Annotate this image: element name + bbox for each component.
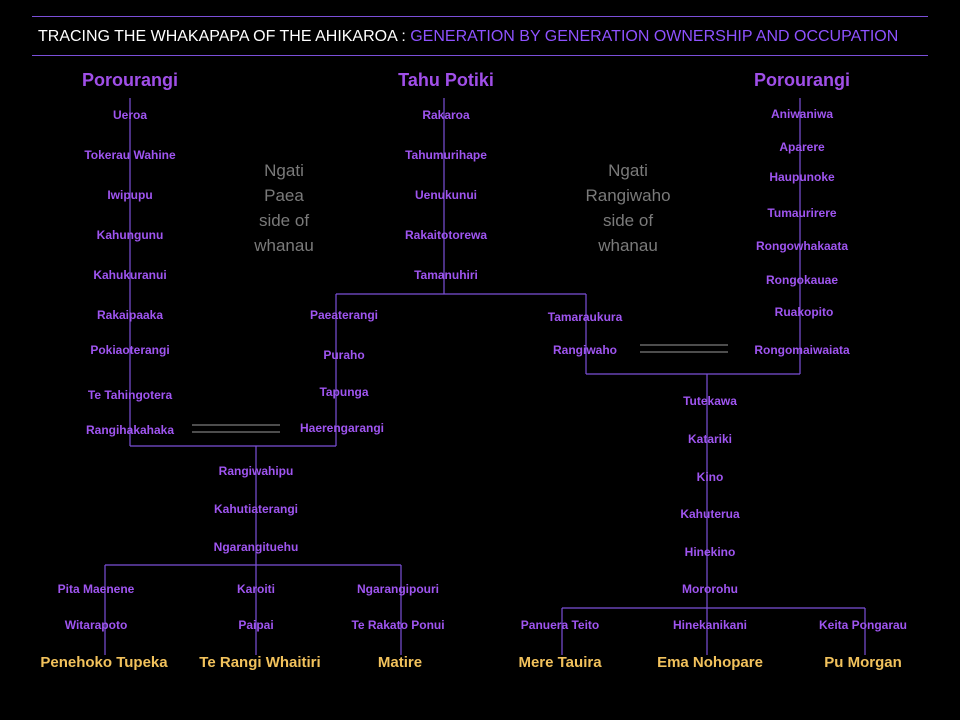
name-ngarangituehu: Ngarangituehu: [213, 540, 299, 554]
root-tahu-potiki: Tahu Potiki: [398, 70, 494, 90]
title-main: TRACING THE WHAKAPAPA OF THE AHIKAROA :: [38, 28, 411, 45]
name-rongowhakaata: Rongowhakaata: [755, 239, 849, 253]
name-tahumurihape: Tahumurihape: [405, 148, 487, 162]
descendant-pu-morgan: Pu Morgan: [824, 654, 902, 671]
root-porourangi-left: Porourangi: [81, 70, 179, 90]
name-puraho: Puraho: [323, 348, 365, 362]
name-keita-pongarau: Keita Pongarau: [818, 618, 908, 632]
name-kahungunu: Kahungunu: [96, 228, 164, 242]
note-ngati-rangiwaho: Ngati Rangiwaho side of whanau: [585, 161, 671, 255]
name-rangihakahaka: Rangihakahaka: [85, 423, 175, 437]
note-ngati-paea: Ngati Paea side of whanau: [254, 161, 314, 255]
name-te-rakato-ponui: Te Rakato Ponui: [351, 618, 445, 632]
descendant-ema-nohopare: Ema Nohopare: [657, 654, 763, 671]
name-rakaitotorewa: Rakaitotorewa: [404, 228, 488, 242]
name-rakaroa: Rakaroa: [422, 108, 470, 122]
name-kahutiaterangi: Kahutiaterangi: [213, 502, 299, 516]
name-aparere: Aparere: [779, 140, 825, 154]
name-kahuterua: Kahuterua: [680, 507, 740, 521]
name-aniwaniwa: Aniwaniwa: [770, 107, 834, 121]
name-karoiti: Karoiti: [236, 582, 276, 596]
name-ueroa: Ueroa: [112, 108, 148, 122]
name-mororohu: Mororohu: [682, 582, 738, 596]
descendant-mere-tauira: Mere Tauira: [518, 654, 602, 671]
slide-title: TRACING THE WHAKAPAPA OF THE AHIKAROA : …: [38, 28, 898, 46]
name-rakaipaaka: Rakaipaaka: [96, 308, 164, 322]
name-witarapoto: Witarapoto: [64, 618, 128, 632]
name-ruakopito: Ruakopito: [774, 305, 834, 319]
name-rongokauae: Rongokauae: [765, 273, 839, 287]
name-paipai: Paipai: [238, 618, 274, 632]
name-rongomaiwaiata: Rongomaiwaiata: [754, 343, 850, 357]
name-katariki: Katariki: [687, 432, 733, 446]
name-te-tahingotera: Te Tahingotera: [87, 388, 173, 402]
descendant-te-rangi-whaitiri: Te Rangi Whaitiri: [199, 654, 321, 671]
title-bar: TRACING THE WHAKAPAPA OF THE AHIKAROA : …: [32, 16, 928, 56]
name-pokiaoterangi: Pokiaoterangi: [90, 343, 170, 357]
descendant-matire: Matire: [377, 654, 423, 671]
name-tapunga: Tapunga: [319, 385, 369, 399]
name-tutekawa: Tutekawa: [683, 394, 737, 408]
name-rangiwaho: Rangiwaho: [552, 343, 618, 357]
name-uenukunui: Uenukunui: [415, 188, 477, 202]
name-paeaterangi: Paeaterangi: [309, 308, 379, 322]
name-panuera-teito: Panuera Teito: [520, 618, 600, 632]
name-tumaurirere: Tumaurirere: [767, 206, 837, 220]
name-pita-maenene: Pita Maenene: [57, 582, 135, 596]
name-kahukuranui: Kahukuranui: [93, 268, 167, 282]
name-tamanuhiri: Tamanuhiri: [414, 268, 478, 282]
name-rangiwahipu: Rangiwahipu: [218, 464, 294, 478]
name-haerengarangi: Haerengarangi: [299, 421, 385, 435]
root-porourangi-right: Porourangi: [753, 70, 851, 90]
name-hinekanikani: Hinekanikani: [672, 618, 748, 632]
name-iwipupu: Iwipupu: [107, 188, 153, 202]
name-kino: Kino: [696, 470, 724, 484]
name-haupunoke: Haupunoke: [769, 170, 835, 184]
name-tokerau-wahine: Tokerau Wahine: [84, 148, 176, 162]
name-tamaraukura: Tamaraukura: [547, 310, 623, 324]
descendant-penehoko-tupeka: Penehoko Tupeka: [40, 654, 168, 671]
name-ngarangipouri: Ngarangipouri: [356, 582, 440, 596]
title-subtitle: GENERATION BY GENERATION OWNERSHIP AND O…: [410, 28, 899, 45]
name-hinekino: Hinekino: [684, 545, 736, 559]
